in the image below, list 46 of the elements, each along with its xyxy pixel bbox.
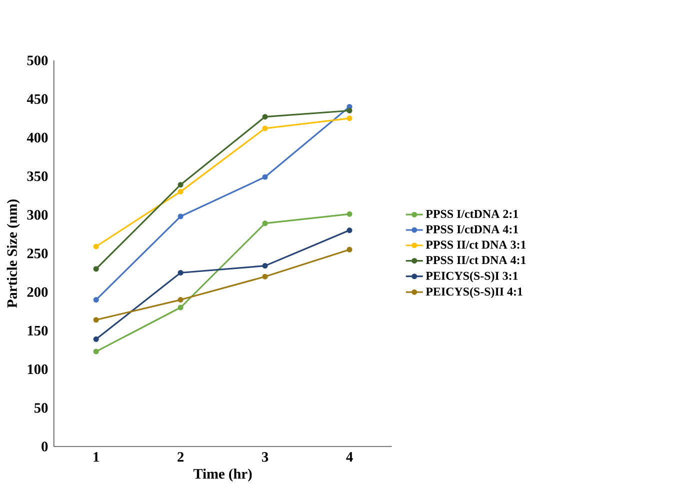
y-tick-label: 350 [27, 171, 48, 182]
y-tick-label: 400 [26, 132, 48, 142]
y-tick-label: 50 [34, 403, 48, 413]
x-tick-label: 1 [94, 452, 99, 462]
point [93, 336, 99, 342]
legend-label: PEICYS(S-S)I 3:1 [426, 271, 518, 282]
legend-label: PPSS II/ct DNA 4:1 [426, 256, 526, 264]
point [178, 182, 184, 188]
point [178, 296, 184, 303]
point [93, 296, 99, 303]
point [178, 270, 184, 276]
point [346, 228, 352, 234]
x-tick-label: 3 [262, 452, 268, 462]
point [346, 116, 352, 122]
y-tick-label: 250 [27, 248, 48, 258]
point [262, 220, 268, 226]
point [262, 126, 268, 132]
point [346, 246, 352, 252]
point [262, 114, 268, 120]
point [262, 274, 268, 280]
point [262, 263, 268, 269]
point [178, 214, 184, 220]
point [178, 304, 184, 310]
legend-label: PPSS I/ctDNA 2:1 [426, 210, 518, 218]
x-tick-label: 2 [178, 452, 184, 462]
legend-label: PPSS II/ct DNA 3:1 [426, 240, 526, 249]
x-tick-label: 4 [346, 452, 353, 462]
point [178, 188, 184, 194]
y-tick-label: 200 [27, 287, 48, 297]
point [262, 174, 268, 180]
y-tick-label: 100 [28, 364, 48, 374]
point [93, 266, 99, 272]
y-tick-label: 0 [42, 442, 48, 452]
y-tick-label: 150 [28, 326, 48, 336]
y-axis-title: Particle Size (nm) [6, 200, 20, 308]
y-tick-label: 500 [27, 56, 48, 66]
point [93, 244, 99, 250]
point [346, 211, 352, 217]
point [346, 108, 352, 114]
legend-label: PEICYS(S-S)II 4:1 [426, 287, 522, 298]
y-tick-label: 300 [27, 210, 48, 220]
legend-label: PPSS I/ctDNA 4:1 [426, 225, 518, 234]
point [93, 317, 99, 323]
y-tick-label: 450 [26, 94, 48, 104]
x-axis-title: Time (hr) [193, 468, 252, 482]
point [93, 348, 99, 354]
